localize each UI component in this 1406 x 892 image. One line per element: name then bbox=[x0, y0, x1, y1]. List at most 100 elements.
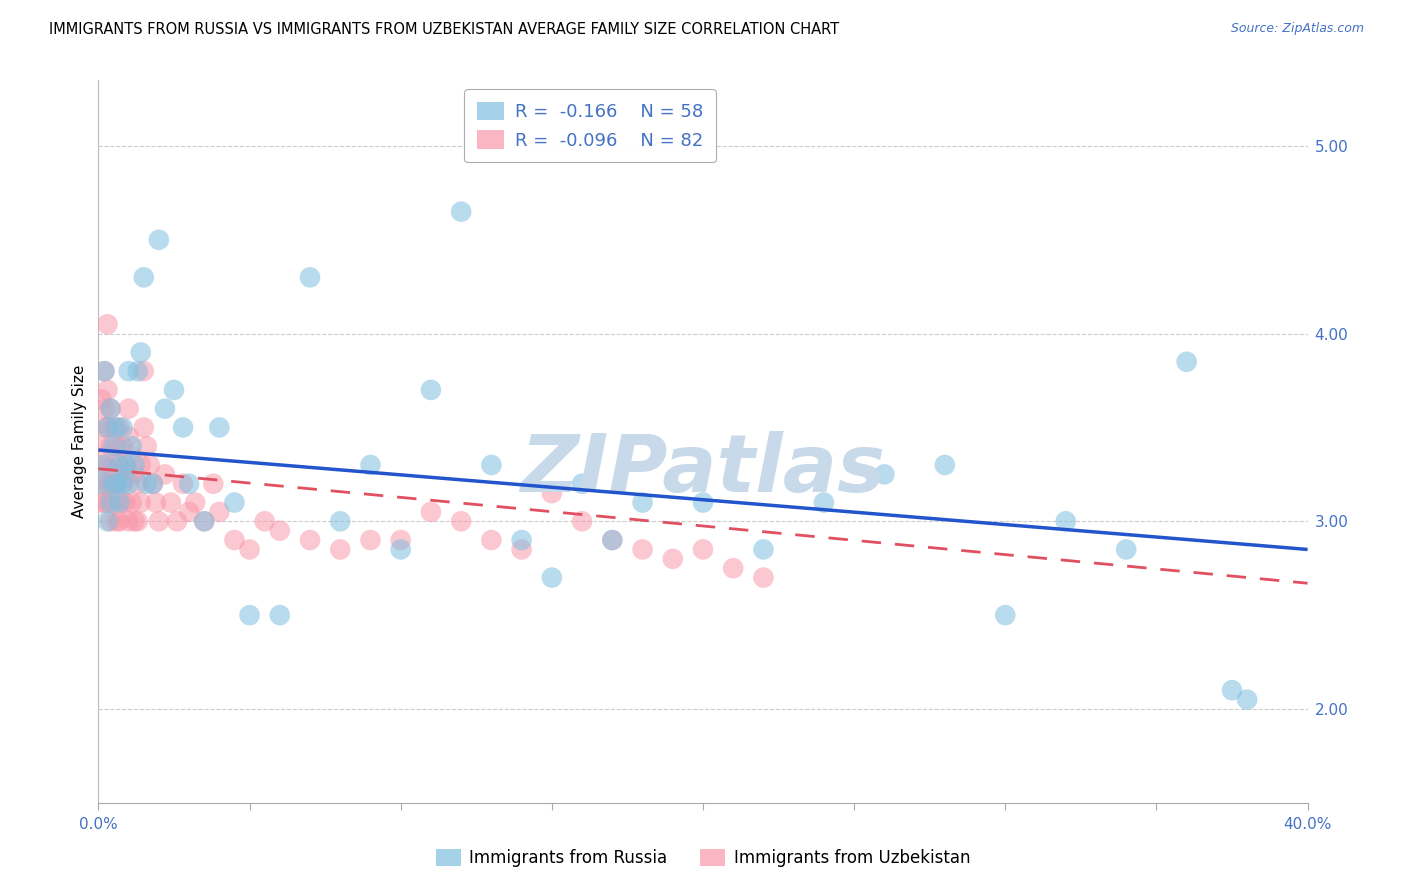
Point bbox=[127, 364, 149, 378]
Point bbox=[193, 514, 215, 528]
Point bbox=[160, 495, 183, 509]
Point bbox=[132, 420, 155, 434]
Point bbox=[105, 476, 128, 491]
Point bbox=[450, 514, 472, 528]
Point bbox=[239, 608, 262, 623]
Point bbox=[1220, 683, 1243, 698]
Point bbox=[100, 401, 122, 416]
Point bbox=[752, 571, 775, 585]
Point bbox=[96, 458, 118, 472]
Point bbox=[994, 608, 1017, 623]
Point bbox=[450, 204, 472, 219]
Point bbox=[389, 533, 412, 547]
Point bbox=[723, 561, 745, 575]
Point bbox=[100, 401, 122, 416]
Point bbox=[510, 533, 533, 547]
Point bbox=[100, 476, 122, 491]
Point bbox=[208, 505, 231, 519]
Point bbox=[93, 364, 115, 378]
Point bbox=[269, 608, 291, 623]
Point bbox=[111, 476, 134, 491]
Point bbox=[631, 495, 654, 509]
Point bbox=[145, 495, 167, 509]
Point bbox=[100, 495, 122, 509]
Point bbox=[1175, 355, 1198, 369]
Point bbox=[127, 476, 149, 491]
Point bbox=[239, 542, 262, 557]
Point bbox=[96, 495, 118, 509]
Point bbox=[100, 439, 122, 453]
Point bbox=[90, 392, 112, 407]
Point bbox=[93, 476, 115, 491]
Point bbox=[100, 514, 122, 528]
Point bbox=[108, 420, 131, 434]
Point bbox=[111, 439, 134, 453]
Point bbox=[121, 449, 143, 463]
Point bbox=[118, 514, 141, 528]
Point bbox=[93, 401, 115, 416]
Point bbox=[172, 420, 194, 434]
Point bbox=[111, 495, 134, 509]
Point bbox=[329, 514, 352, 528]
Point bbox=[148, 514, 170, 528]
Point bbox=[118, 430, 141, 444]
Point bbox=[96, 514, 118, 528]
Point bbox=[481, 533, 503, 547]
Point bbox=[129, 495, 152, 509]
Point bbox=[96, 383, 118, 397]
Text: IMMIGRANTS FROM RUSSIA VS IMMIGRANTS FROM UZBEKISTAN AVERAGE FAMILY SIZE CORRELA: IMMIGRANTS FROM RUSSIA VS IMMIGRANTS FRO… bbox=[49, 22, 839, 37]
Point bbox=[129, 345, 152, 359]
Point bbox=[127, 514, 149, 528]
Point bbox=[96, 476, 118, 491]
Point bbox=[661, 551, 683, 566]
Point bbox=[153, 467, 176, 482]
Point bbox=[96, 420, 118, 434]
Point bbox=[103, 458, 125, 472]
Point bbox=[179, 505, 201, 519]
Point bbox=[121, 439, 143, 453]
Point bbox=[420, 505, 443, 519]
Point bbox=[1115, 542, 1137, 557]
Point bbox=[105, 420, 128, 434]
Point bbox=[96, 420, 118, 434]
Point bbox=[93, 364, 115, 378]
Point bbox=[540, 486, 562, 500]
Point bbox=[360, 533, 382, 547]
Legend: Immigrants from Russia, Immigrants from Uzbekistan: Immigrants from Russia, Immigrants from … bbox=[429, 842, 977, 874]
Point bbox=[90, 476, 112, 491]
Point bbox=[103, 439, 125, 453]
Point bbox=[224, 533, 246, 547]
Point bbox=[148, 233, 170, 247]
Text: Source: ZipAtlas.com: Source: ZipAtlas.com bbox=[1230, 22, 1364, 36]
Point bbox=[139, 458, 162, 472]
Point bbox=[93, 495, 115, 509]
Point bbox=[179, 476, 201, 491]
Point bbox=[481, 458, 503, 472]
Point bbox=[142, 476, 165, 491]
Y-axis label: Average Family Size: Average Family Size bbox=[72, 365, 87, 518]
Point bbox=[224, 495, 246, 509]
Point bbox=[1054, 514, 1077, 528]
Point bbox=[96, 318, 118, 332]
Point bbox=[202, 476, 225, 491]
Point bbox=[118, 401, 141, 416]
Point bbox=[692, 495, 714, 509]
Point bbox=[813, 495, 835, 509]
Point bbox=[752, 542, 775, 557]
Point bbox=[93, 420, 115, 434]
Point bbox=[184, 495, 207, 509]
Point bbox=[118, 467, 141, 482]
Point bbox=[153, 401, 176, 416]
Point bbox=[142, 476, 165, 491]
Point bbox=[114, 458, 136, 472]
Point bbox=[163, 383, 186, 397]
Point bbox=[90, 495, 112, 509]
Point bbox=[103, 420, 125, 434]
Point bbox=[389, 542, 412, 557]
Point bbox=[1236, 692, 1258, 706]
Point bbox=[121, 495, 143, 509]
Point bbox=[420, 383, 443, 397]
Point bbox=[108, 458, 131, 472]
Point bbox=[124, 458, 146, 472]
Point bbox=[93, 458, 115, 472]
